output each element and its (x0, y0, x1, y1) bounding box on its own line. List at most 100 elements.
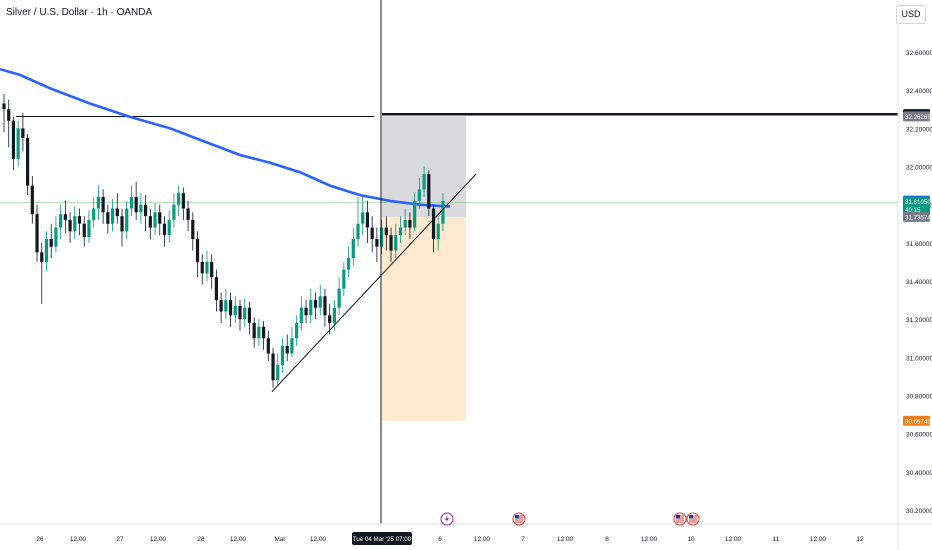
candle[interactable] (210, 261, 214, 278)
candle[interactable] (77, 216, 82, 224)
candle[interactable] (346, 258, 351, 270)
currency-button[interactable]: USD (896, 5, 926, 24)
candle[interactable] (92, 208, 96, 220)
candle[interactable] (228, 300, 233, 316)
candle[interactable] (68, 219, 72, 232)
candle[interactable] (323, 296, 327, 316)
us-flag-icon[interactable] (686, 512, 700, 526)
candle[interactable] (110, 208, 115, 224)
candle[interactable] (120, 216, 124, 232)
candle[interactable] (177, 193, 181, 205)
candle[interactable] (63, 214, 67, 220)
candle[interactable] (285, 345, 289, 354)
candle[interactable] (342, 269, 346, 289)
candle[interactable] (21, 128, 25, 138)
candle[interactable] (214, 277, 218, 301)
candle[interactable] (195, 239, 200, 262)
candle[interactable] (304, 307, 308, 316)
candle[interactable] (422, 174, 426, 190)
candle[interactable] (200, 261, 204, 274)
candle[interactable] (186, 208, 190, 220)
candle[interactable] (35, 214, 39, 253)
candle[interactable] (290, 338, 294, 354)
candle[interactable] (299, 307, 303, 323)
candle[interactable] (54, 227, 58, 247)
candle[interactable] (257, 326, 261, 339)
candle[interactable] (162, 223, 167, 236)
candle[interactable] (337, 288, 341, 308)
candle[interactable] (276, 364, 280, 381)
candle[interactable] (262, 326, 266, 339)
candle[interactable] (356, 223, 360, 240)
candle[interactable] (318, 296, 322, 308)
candle[interactable] (252, 322, 256, 339)
candle[interactable] (44, 239, 49, 262)
candle[interactable] (134, 197, 138, 213)
candle[interactable] (238, 305, 242, 320)
candle[interactable] (408, 219, 412, 228)
candle[interactable] (82, 223, 86, 238)
candle[interactable] (361, 212, 365, 224)
candle[interactable] (332, 307, 336, 323)
candle[interactable] (101, 197, 105, 213)
us-flag-icon[interactable] (673, 512, 687, 526)
candle[interactable] (370, 227, 374, 240)
candle[interactable] (380, 227, 384, 247)
candle[interactable] (389, 235, 393, 251)
candle[interactable] (191, 219, 195, 240)
candle[interactable] (144, 204, 148, 217)
candle[interactable] (398, 227, 403, 236)
candle[interactable] (351, 239, 355, 259)
candle[interactable] (384, 227, 388, 236)
candle[interactable] (11, 120, 16, 159)
candle[interactable] (295, 322, 299, 339)
candle[interactable] (59, 214, 63, 228)
candle[interactable] (328, 315, 332, 323)
candle[interactable] (115, 208, 119, 217)
candle[interactable] (30, 185, 34, 215)
us-flag-icon[interactable] (512, 512, 526, 526)
candle[interactable] (125, 208, 129, 232)
candle[interactable] (413, 200, 417, 228)
candle[interactable] (129, 197, 134, 209)
candle[interactable] (139, 204, 143, 213)
candle[interactable] (271, 353, 275, 381)
candle[interactable] (266, 338, 270, 354)
candle[interactable] (2, 103, 6, 110)
candle[interactable] (403, 219, 407, 228)
candle[interactable] (87, 219, 91, 238)
candle[interactable] (205, 261, 209, 274)
candle[interactable] (148, 216, 152, 228)
candle[interactable] (309, 300, 313, 316)
candle[interactable] (365, 212, 370, 228)
candle[interactable] (106, 212, 110, 224)
candle[interactable] (40, 252, 44, 262)
candle[interactable] (427, 174, 431, 209)
candle[interactable] (224, 300, 228, 312)
candle[interactable] (153, 212, 157, 228)
candle[interactable] (233, 305, 237, 316)
candle[interactable] (172, 204, 176, 220)
candle[interactable] (167, 219, 171, 236)
trendline[interactable] (271, 173, 477, 393)
candle[interactable] (158, 212, 162, 224)
candle[interactable] (375, 239, 379, 247)
candle[interactable] (247, 307, 252, 323)
candle[interactable] (73, 216, 77, 232)
candle[interactable] (7, 109, 11, 121)
moving-average-line[interactable] (0, 67, 451, 208)
candle[interactable] (26, 137, 30, 186)
candle[interactable] (441, 200, 445, 224)
candle[interactable] (436, 223, 440, 240)
candle[interactable] (219, 300, 223, 312)
candle[interactable] (417, 189, 421, 201)
candle[interactable] (16, 128, 20, 159)
candle[interactable] (243, 307, 247, 320)
candle[interactable] (96, 197, 100, 209)
candle[interactable] (280, 345, 285, 365)
candle[interactable] (49, 239, 53, 247)
candle[interactable] (431, 208, 436, 240)
candle[interactable] (181, 193, 185, 209)
